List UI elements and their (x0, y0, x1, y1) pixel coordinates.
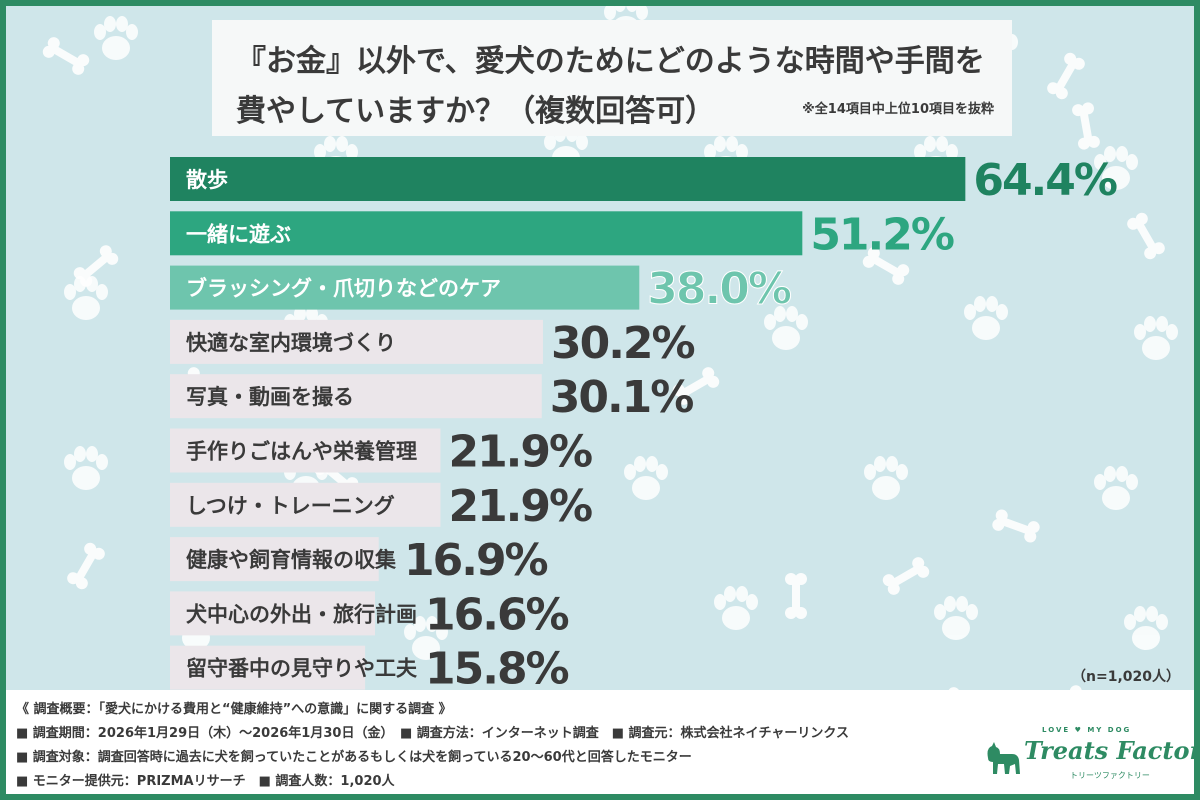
bar-label-9: 犬中心の外出・旅行計画 (186, 602, 417, 626)
dog-silhouette-icon (987, 742, 1020, 774)
bar-label-6: 手作りごはんや栄養管理 (186, 440, 417, 464)
value-label-10: 15.8% (425, 644, 569, 695)
bar-label-10: 留守番中の見守りや工夫 (186, 657, 418, 681)
value-label-5: 30.1% (550, 372, 694, 423)
subset-note: ※全14項目中上位10項目を抜粋 (802, 102, 994, 117)
bone-icon (73, 245, 119, 287)
bar-label-3: ブラッシング・爪切りなどのケア (186, 277, 501, 301)
bar-label-4: 快適な室内環境づくり (186, 331, 396, 355)
footer-line-2: ■ 調査期間：2026年1月29日（木）～2026年1月30日（金） ■ 調査方… (16, 726, 850, 741)
paw-print-icon (1134, 316, 1178, 360)
bone-icon (785, 573, 807, 619)
paw-print-icon (764, 306, 808, 350)
bone-icon (1047, 52, 1085, 100)
bone-icon (42, 37, 90, 75)
sample-size-label: （n=1,020人） (1072, 669, 1180, 685)
bar-chart: 散歩 64.4% 一緒に遊ぶ 51.2% ブラッシング・爪切りなどのケア 38.0% 快適な… (170, 155, 1119, 695)
value-label-6: 21.9% (448, 427, 592, 478)
bar-2 (170, 211, 803, 256)
bar-5 (170, 374, 542, 419)
paw-print-icon (1124, 606, 1168, 650)
bone-icon (1072, 102, 1100, 150)
bar-label-2: 一緒に遊ぶ (186, 222, 291, 246)
footer-line-1: 《 調査概要：「愛犬にかける費用と“健康維持”への意識」に関する調査 》 (16, 702, 452, 717)
logo-name: Treats Factory (1024, 736, 1200, 765)
logo-subtitle: トリーツファクトリー (1070, 771, 1150, 780)
value-label-1: 64.4% (973, 155, 1117, 206)
value-label-3: 38.0% (647, 264, 791, 315)
bone-icon (862, 247, 910, 285)
bone-icon (67, 542, 105, 590)
bone-icon (882, 557, 930, 595)
bar-8 (170, 537, 379, 582)
paw-print-icon (964, 296, 1008, 340)
title-line-2: 費やしていますか？（複数回答可） (236, 94, 716, 129)
bone-icon (1127, 212, 1165, 260)
value-label-2: 51.2% (810, 209, 954, 260)
paw-print-icon (1094, 146, 1138, 190)
bar-label-1: 散歩 (186, 168, 228, 192)
paw-print-icon (624, 456, 668, 500)
value-label-9: 16.6% (425, 589, 569, 640)
bar-4 (170, 319, 543, 364)
paw-print-icon (64, 446, 108, 490)
bar-label-5: 写真・動画を撮る (186, 385, 354, 409)
paw-print-icon (94, 16, 138, 60)
logo-tagline: LOVE ♥ MY DOG (1042, 726, 1132, 734)
paw-print-icon (934, 596, 978, 640)
value-label-4: 30.2% (551, 318, 695, 369)
footer-line-3: ■ 調査対象：調査回答時に過去に犬を飼っていたことがあるもしくは犬を飼っている2… (16, 750, 692, 765)
value-label-7: 21.9% (448, 481, 592, 532)
bar-9 (170, 591, 376, 636)
paw-print-icon (404, 616, 448, 660)
bar-6 (170, 428, 441, 473)
bone-icon (992, 509, 1040, 543)
title-box: 『お金』以外で、愛犬のためにどのような時間や手間を 費やしていますか？（複数回答… (212, 20, 1012, 136)
bar-3 (170, 265, 640, 310)
bar-1 (170, 157, 966, 201)
footer-line-4: ■ モニター提供元：PRIZMAリサーチ ■ 調査人数：1,020人 (16, 774, 395, 789)
paw-print-icon (864, 456, 908, 500)
paw-print-icon (1094, 466, 1138, 510)
bar-10 (170, 645, 366, 690)
paw-print-icon (714, 586, 758, 630)
value-label-8: 16.9% (404, 535, 548, 586)
title-line-1: 『お金』以外で、愛犬のためにどのような時間や手間を (236, 44, 985, 79)
bar-7 (170, 482, 441, 527)
survey-footer: 《 調査概要：「愛犬にかける費用と“健康維持”への意識」に関する調査 》 ■ 調… (6, 690, 1194, 794)
bar-label-7: しつけ・トレーニング (186, 494, 395, 518)
bone-icon (672, 367, 720, 405)
bar-label-8: 健康や飼育情報の収集 (186, 548, 397, 572)
treats-factory-logo: LOVE ♥ MY DOG Treats Factory トリーツファクトリー (978, 720, 1194, 790)
